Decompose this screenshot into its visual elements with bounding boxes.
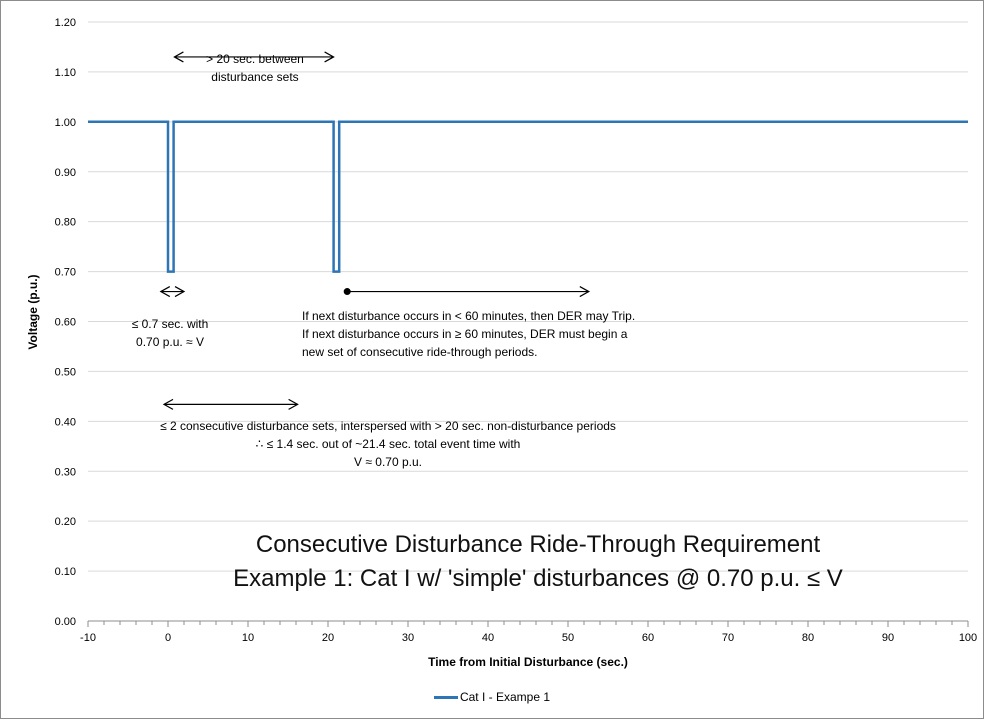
annotation-line: ≤ 2 consecutive disturbance sets, inters… (160, 419, 616, 433)
legend-swatch (433, 696, 458, 700)
y-tick-label: 1.10 (55, 67, 76, 79)
grid-lines (88, 21, 968, 572)
annotation-line: If next disturbance occurs in < 60 minut… (302, 309, 636, 323)
axes (87, 620, 969, 627)
arrow-head (288, 398, 299, 410)
annotation-consecutive-sets: ≤ 2 consecutive disturbance sets, inters… (108, 417, 668, 471)
y-tick-label: 1.20 (55, 17, 76, 29)
arrow-head (324, 51, 335, 63)
x-tick-label: 90 (882, 632, 894, 644)
annotation-line: ≤ 0.7 sec. with (131, 317, 209, 331)
arrow-head (579, 286, 591, 298)
y-tick-label: 0.40 (55, 416, 76, 428)
annotation-between-sets: > 20 sec. between disturbance sets (170, 50, 340, 86)
chart-title: Consecutive Disturbance Ride-Through Req… (255, 531, 821, 558)
x-tick-label: 0 (165, 632, 171, 644)
x-tick-label: -10 (80, 632, 96, 644)
x-tick-label: 70 (722, 632, 734, 644)
tick-labels: 0.00 0.10 0.20 0.30 0.40 0.50 0.60 0.70 0.80 0.90… (55, 17, 978, 644)
x-tick-label: 100 (959, 632, 977, 644)
annotation-line: V ≈ 0.70 p.u. (354, 455, 422, 469)
x-axis-title: Time from Initial Disturbance (sec.) (428, 655, 628, 669)
y-axis-title: Voltage (p.u.) (26, 274, 40, 350)
y-tick-label: 0.90 (55, 167, 76, 179)
x-tick-label: 60 (642, 632, 654, 644)
x-tick-label: 30 (402, 632, 414, 644)
arrow-head (159, 286, 171, 298)
y-tick-label: 0.10 (55, 566, 76, 578)
y-tick-label: 0.60 (55, 317, 76, 329)
annotation-line: 0.70 p.u. ≈ V (136, 335, 204, 349)
x-tick-label: 50 (562, 632, 574, 644)
annotation-arrows (159, 51, 591, 410)
x-tick-label: 10 (242, 632, 254, 644)
series-line (88, 120, 968, 273)
y-tick-label: 0.30 (55, 466, 76, 478)
annotation-next-disturbance: If next disturbance occurs in < 60 minut… (302, 307, 635, 361)
y-tick-label: 0.70 (55, 267, 76, 279)
chart-subtitle: Example 1: Cat I w/ 'simple' disturbance… (233, 565, 843, 592)
y-tick-label: 0.00 (55, 616, 76, 628)
x-tick-label: 20 (322, 632, 334, 644)
annotation-line: > 20 sec. between (206, 52, 304, 66)
arrow-head (162, 398, 174, 410)
annotation-line: If next disturbance occurs in ≥ 60 minut… (302, 327, 628, 341)
annotation-line: ∴ ≤ 1.4 sec. out of ~21.4 sec. total eve… (255, 437, 521, 451)
legend-label: Cat I - Exampe 1 (459, 690, 551, 704)
arrow-dot (343, 288, 351, 296)
x-tick-label: 80 (802, 632, 814, 644)
annotation-line: disturbance sets (211, 70, 299, 84)
annotation-line: new set of consecutive ride-through peri… (302, 345, 538, 359)
y-tick-label: 1.00 (55, 117, 76, 129)
y-tick-label: 0.50 (55, 366, 76, 378)
arrow-head (173, 51, 184, 63)
arrow-head (174, 286, 186, 298)
legend: Cat I - Exampe 1 (0, 690, 984, 704)
y-tick-label: 0.80 (55, 217, 76, 229)
annotation-duration: ≤ 0.7 sec. with 0.70 p.u. ≈ V (100, 315, 240, 351)
series-lines (88, 120, 968, 273)
x-tick-label: 40 (482, 632, 494, 644)
y-tick-label: 0.20 (55, 516, 76, 528)
